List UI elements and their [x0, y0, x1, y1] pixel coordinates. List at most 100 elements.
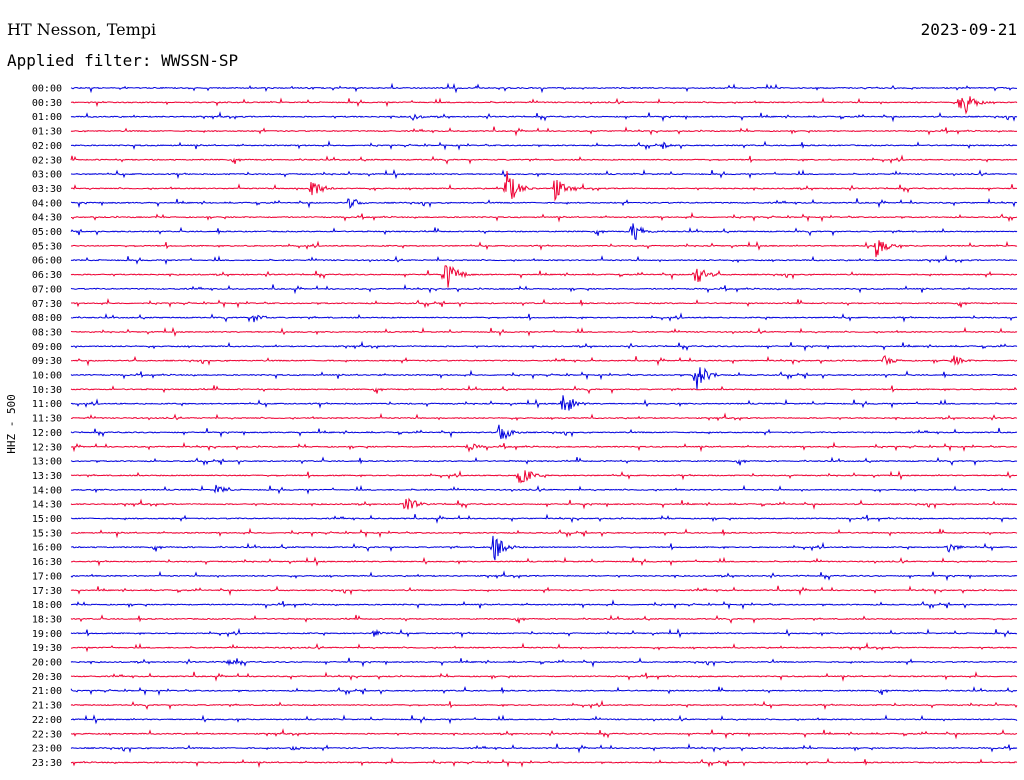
- seismic-traces: [70, 82, 1018, 768]
- trace-line: [70, 168, 1018, 180]
- trace-line: [70, 570, 1018, 582]
- row-time-label: 01:00: [32, 112, 62, 123]
- row-time-label: 00:30: [32, 98, 62, 109]
- trace-line: [70, 441, 1018, 453]
- row-time-label: 09:00: [32, 342, 62, 353]
- trace-line: [70, 265, 1018, 288]
- trace-line: [70, 757, 1018, 768]
- row-time-label: 18:00: [32, 600, 62, 611]
- trace-line: [70, 82, 1017, 94]
- trace-line: [70, 456, 1018, 467]
- row-time-label: 23:30: [32, 758, 62, 769]
- trace-line: [71, 211, 1018, 223]
- trace-line: [70, 627, 1018, 639]
- row-time-label: 07:00: [32, 284, 62, 295]
- row-time-label: 08:30: [32, 327, 62, 338]
- row-time-label: 06:00: [32, 256, 62, 267]
- trace-line: [70, 340, 1018, 352]
- trace-line: [71, 641, 1017, 653]
- time-axis-labels: 00:00 00:30 01:00 01:30 02:00 02:30 03:00 03:30…: [32, 84, 62, 769]
- trace-line: [70, 585, 1018, 597]
- channel-axis-label: HHZ - 500: [5, 394, 18, 454]
- row-time-label: 20:00: [32, 658, 62, 669]
- row-time-label: 17:30: [32, 586, 62, 597]
- trace-line: [70, 111, 1018, 123]
- trace-line: [70, 96, 1018, 115]
- row-time-label: 21:00: [32, 686, 62, 697]
- trace-line: [70, 283, 1018, 295]
- trace-line: [71, 355, 1018, 367]
- trace-line: [70, 513, 1018, 524]
- row-time-label: 12:30: [32, 442, 62, 453]
- trace-line: [70, 223, 1018, 241]
- row-time-label: 03:00: [32, 170, 62, 181]
- row-time-label: 18:30: [32, 614, 62, 625]
- row-time-label: 19:30: [32, 643, 62, 654]
- trace-line: [70, 699, 1018, 710]
- trace-line: [70, 367, 1018, 390]
- row-time-label: 04:30: [32, 213, 62, 224]
- row-time-label: 09:30: [32, 356, 62, 367]
- row-time-label: 11:30: [32, 414, 62, 425]
- trace-line: [71, 728, 1018, 740]
- row-time-label: 21:30: [32, 701, 62, 712]
- trace-line: [70, 240, 1018, 258]
- row-time-label: 15:30: [32, 528, 62, 539]
- filter-label: Applied filter: WWSSN-SP: [7, 51, 239, 70]
- row-time-label: 03:30: [32, 184, 62, 195]
- row-time-label: 07:30: [32, 299, 62, 310]
- row-time-label: 23:00: [32, 744, 62, 755]
- trace-line: [70, 326, 1018, 337]
- trace-line: [70, 497, 1018, 510]
- trace-line: [70, 154, 1018, 165]
- trace-line: [70, 657, 1018, 668]
- row-time-label: 14:00: [32, 485, 62, 496]
- row-time-label: 04:00: [32, 198, 62, 209]
- row-time-label: 16:30: [32, 557, 62, 568]
- trace-line: [70, 556, 1018, 567]
- row-time-label: 05:00: [32, 227, 62, 238]
- row-time-label: 05:30: [32, 241, 62, 252]
- trace-line: [70, 140, 1018, 151]
- row-time-label: 10:00: [32, 371, 62, 382]
- row-time-label: 08:00: [32, 313, 62, 324]
- row-time-label: 22:30: [32, 729, 62, 740]
- row-time-label: 16:00: [32, 543, 62, 554]
- station-title: HT Nesson, Tempi: [7, 20, 157, 39]
- row-time-label: 13:00: [32, 457, 62, 468]
- trace-line: [70, 312, 1018, 323]
- trace-line: [70, 685, 1018, 696]
- row-time-label: 06:30: [32, 270, 62, 281]
- row-time-label: 20:30: [32, 672, 62, 683]
- row-time-label: 13:30: [32, 471, 62, 482]
- trace-line: [70, 671, 1018, 682]
- trace-line: [70, 614, 1018, 624]
- trace-line: [70, 470, 1018, 484]
- trace-line: [70, 743, 1018, 754]
- trace-line: [70, 126, 1018, 137]
- trace-line: [70, 424, 1018, 440]
- row-time-label: 10:30: [32, 385, 62, 396]
- row-time-label: 00:00: [32, 84, 62, 95]
- row-time-label: 01:30: [32, 127, 62, 138]
- trace-line: [71, 599, 1018, 610]
- row-time-label: 15:00: [32, 514, 62, 525]
- trace-line: [70, 197, 1018, 209]
- row-time-label: 17:00: [32, 571, 62, 582]
- trace-line: [70, 170, 1018, 202]
- row-time-label: 11:00: [32, 399, 62, 410]
- date-label: 2023-09-21: [920, 20, 1017, 39]
- trace-line: [70, 254, 1018, 265]
- trace-line: [70, 384, 1017, 395]
- trace-line: [70, 527, 1018, 539]
- trace-line: [71, 298, 1018, 309]
- trace-line: [70, 395, 1018, 411]
- trace-line: [70, 714, 1018, 725]
- trace-line: [70, 412, 1018, 422]
- row-time-label: 02:00: [32, 141, 62, 152]
- row-time-label: 19:00: [32, 629, 62, 640]
- trace-line: [70, 535, 1018, 561]
- row-time-label: 14:30: [32, 500, 62, 511]
- trace-line: [70, 484, 1018, 495]
